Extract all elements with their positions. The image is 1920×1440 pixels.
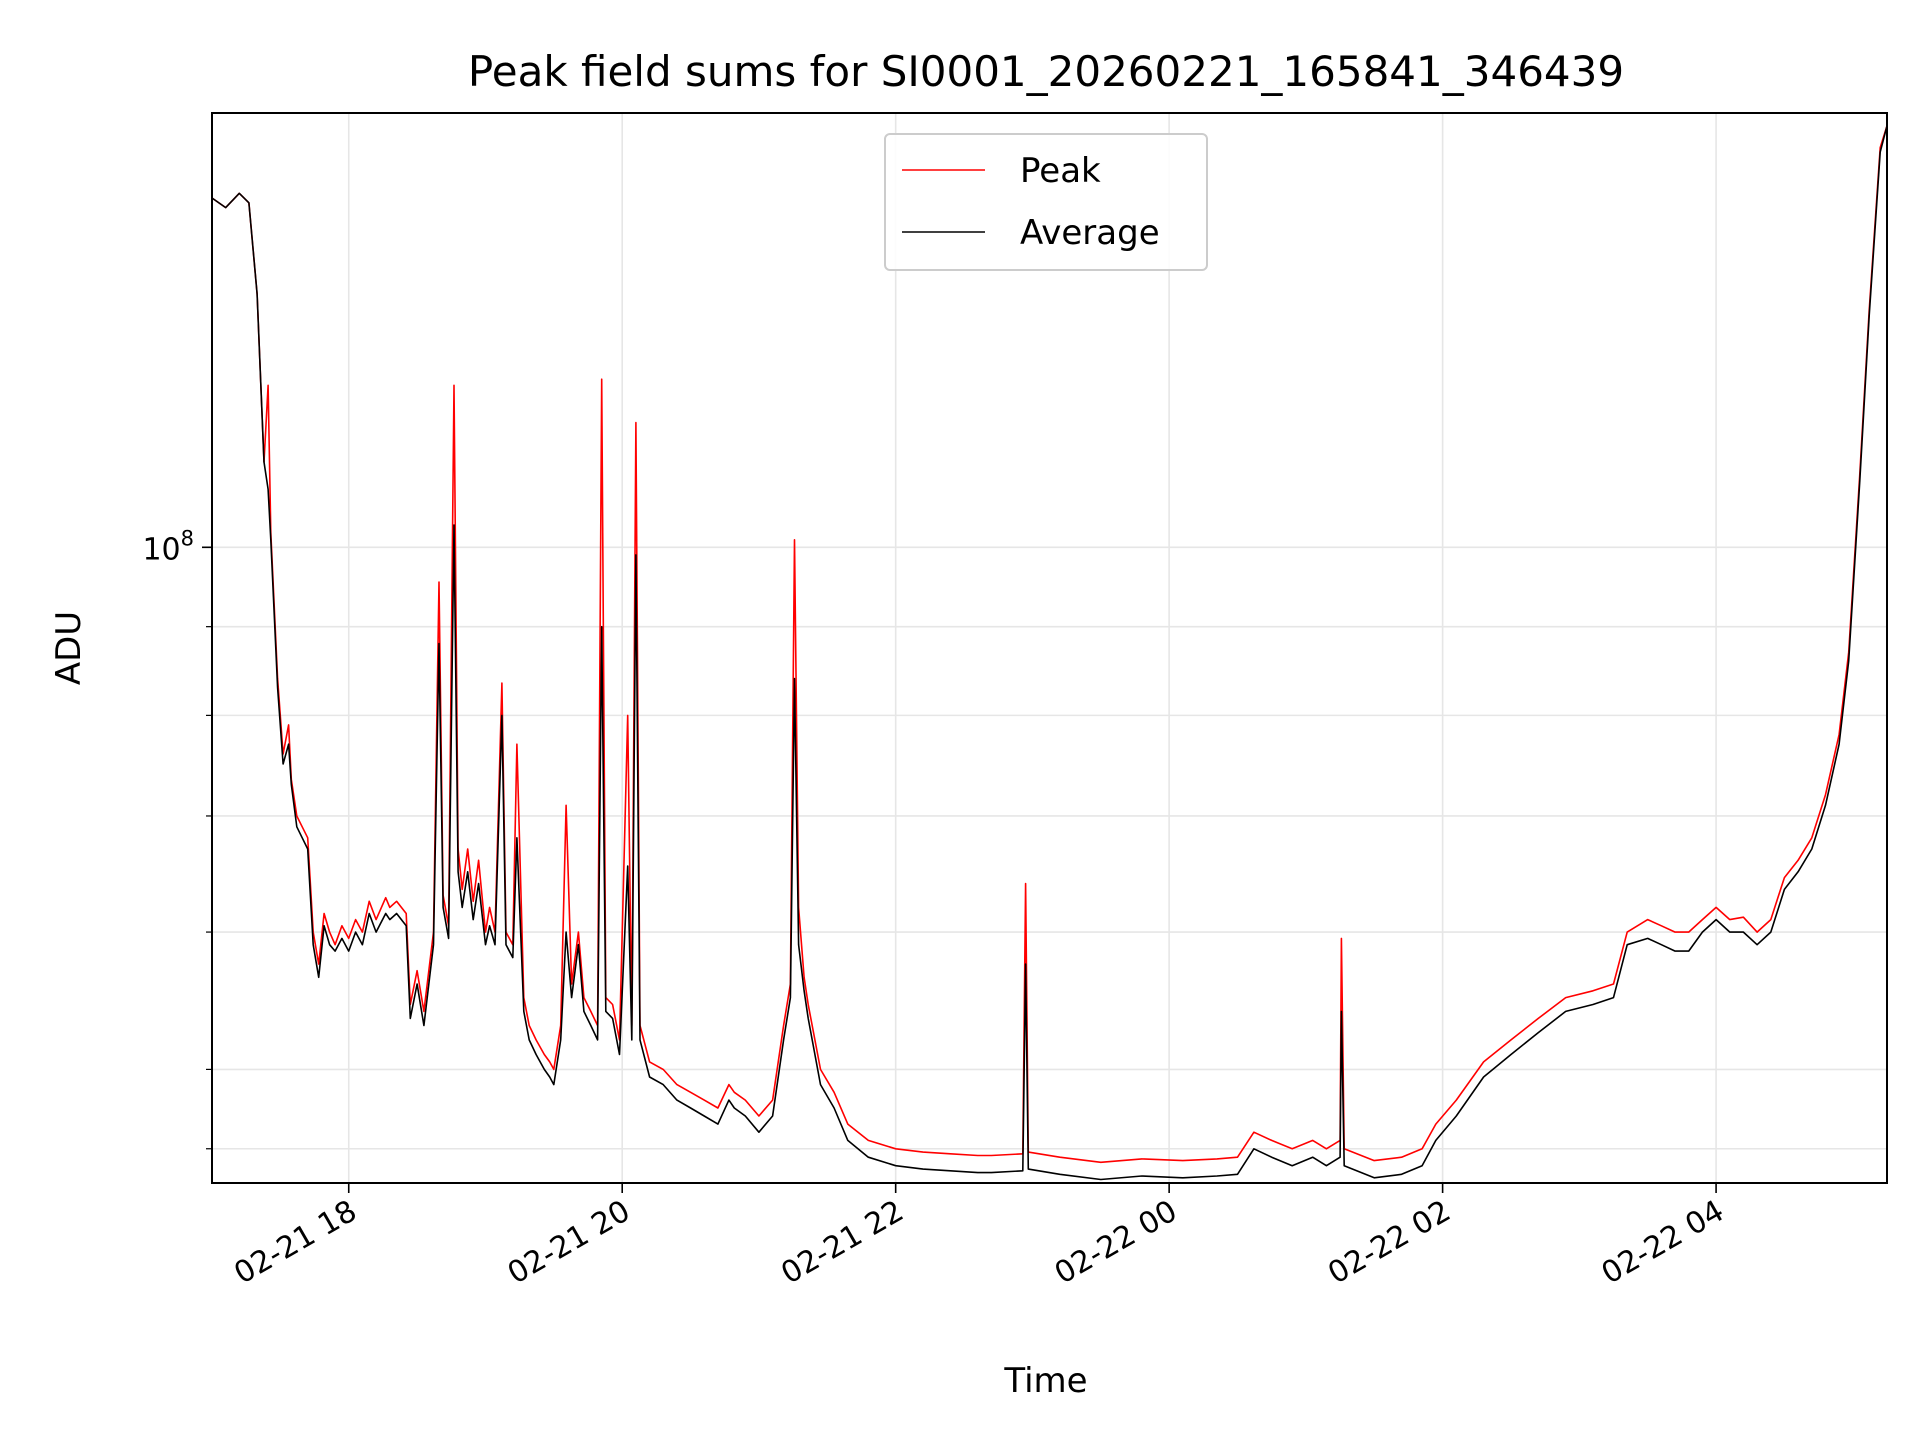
- legend: Peak Average: [884, 133, 1208, 271]
- series-layer: [211, 125, 1888, 1181]
- legend-average-label: Average: [1020, 213, 1160, 253]
- y-tick-label-exponent: 8: [181, 526, 194, 550]
- chart-title: Peak field sums for SI0001_20260221_1658…: [468, 47, 1624, 96]
- series-line-average: [211, 125, 1888, 1181]
- y-axis-label: ADU: [49, 611, 89, 685]
- plot-frame: [211, 112, 1888, 1184]
- legend-peak-label: Peak: [1020, 151, 1101, 191]
- x-axis-label: Time: [1003, 1361, 1087, 1401]
- series-line-peak: [211, 125, 1888, 1164]
- y-tick-label: 108: [142, 526, 194, 567]
- legend-box: [884, 133, 1208, 271]
- y-tick-label-base: 10: [142, 532, 180, 567]
